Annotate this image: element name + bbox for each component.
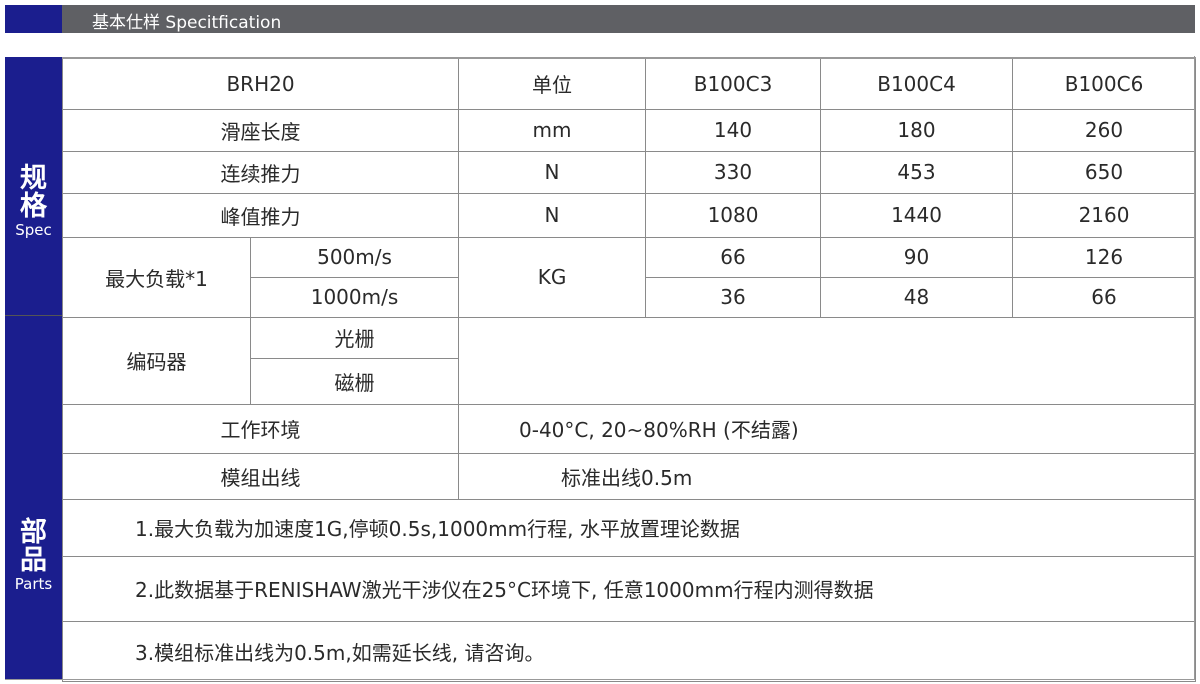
parts-cn-2: 品 [20,545,47,576]
row-label: 滑座长度 [61,108,460,152]
value-cell: 标准出线0.5m [458,452,1197,500]
col-header: B100C4 [820,57,1014,110]
row-label: 编码器 [62,316,251,405]
table-row: 最大负载*1 500m/s KG 66 90 126 [62,236,1197,318]
note-row: 2.此数据基于RENISHAW激光干涉仪在25°C环境下, 任意1000mm行程… [61,555,1197,622]
col-header: B100C3 [645,57,822,110]
value-cell: 66 [645,236,822,278]
sub-label: 500m/s [249,236,460,278]
note: 1.最大负载为加速度1G,停顿0.5s,1000mm行程, 水平放置理论数据 [61,498,1197,557]
parts-cn-1: 部 [20,517,47,548]
parts-en: Parts [14,575,53,593]
row-label: 最大负载*1 [62,236,251,318]
empty-cell [458,316,1197,405]
note: 2.此数据基于RENISHAW激光干涉仪在25°C环境下, 任意1000mm行程… [61,555,1197,622]
value-cell: 453 [820,150,1014,194]
table-header-row: BRH20 单位 B100C3 B100C4 B100C6 [61,57,1197,110]
spec-cn-1: 规 [20,163,47,194]
table-row: 滑座长度 mm 140 180 260 [61,108,1197,152]
value-cell: 330 [645,150,822,194]
header-accent [5,5,62,33]
table-row: 连续推力 N 330 453 650 [61,150,1197,194]
value-cell: 180 [820,108,1014,152]
value-cell: 126 [1012,236,1197,278]
value-cell: 650 [1012,150,1197,194]
spec-table: BRH20 单位 B100C3 B100C4 B100C6 滑座长度 mm 14… [61,57,1197,682]
row-label: 峰值推力 [61,192,460,238]
unit-cell: N [458,150,647,194]
section-title: 基本仕样 Specitfication [92,13,282,33]
note-row: 3.模组标准出线为0.5m,如需延长线, 请咨询。 [61,620,1197,682]
table-row: 编码器 光栅 [62,316,1197,405]
row-label: 模组出线 [61,452,460,500]
unit-cell: N [458,192,647,238]
side-divider [5,315,62,316]
value-cell: 1080 [645,192,822,238]
value-cell: 140 [645,108,822,152]
row-label: 工作环境 [61,403,460,454]
value-cell: 36 [645,276,822,318]
value-cell: 66 [1012,276,1197,318]
unit-header: 单位 [458,57,647,110]
value-cell: 260 [1012,108,1197,152]
value-cell: 48 [820,276,1014,318]
unit-cell: mm [458,108,647,152]
parts-label: 部 品 Parts [5,517,62,594]
note: 3.模组标准出线为0.5m,如需延长线, 请咨询。 [61,620,1197,682]
value-cell: 0-40°C, 20~80%RH (不结露) [458,403,1197,454]
value-cell: 90 [820,236,1014,278]
col-header: B100C6 [1012,57,1197,110]
table-row: 工作环境 0-40°C, 20~80%RH (不结露) [61,403,1197,454]
note-row: 1.最大负载为加速度1G,停顿0.5s,1000mm行程, 水平放置理论数据 [61,498,1197,557]
sub-label: 光栅 [249,316,460,359]
value-cell: 1440 [820,192,1014,238]
spec-en: Spec [15,221,52,239]
row-label: 连续推力 [61,150,460,194]
unit-cell: KG [458,236,647,318]
value-cell: 2160 [1012,192,1197,238]
table-row: 峰值推力 N 1080 1440 2160 [61,192,1197,238]
sub-label: 磁栅 [249,357,460,405]
sub-label: 1000m/s [249,276,460,318]
spec-cn-2: 格 [20,191,47,222]
table-row: 模组出线 标准出线0.5m [61,452,1197,500]
spec-label: 规 格 Spec [5,163,62,240]
section-header: 基本仕样 Specitfication [5,5,1195,33]
side-labels: 规 格 Spec 部 品 Parts [5,57,62,680]
model-header: BRH20 [61,57,460,110]
